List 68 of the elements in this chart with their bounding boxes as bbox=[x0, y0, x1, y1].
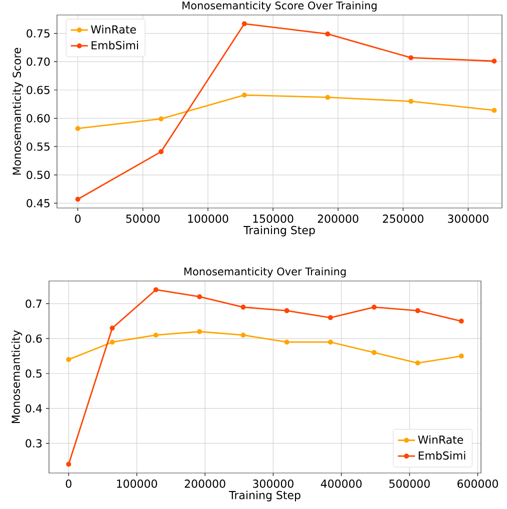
point bbox=[242, 21, 247, 26]
x-axis-title: Training Step bbox=[243, 226, 315, 236]
point bbox=[75, 196, 80, 202]
y-tick-label: 0.3 bbox=[26, 439, 42, 448]
x-axis-title: Training Step bbox=[229, 490, 300, 502]
y-tick-label: 0.5 bbox=[26, 369, 42, 378]
point bbox=[372, 304, 377, 310]
x-tick-label: 0 bbox=[66, 480, 72, 488]
y-tick-label: 0.75 bbox=[26, 29, 50, 38]
point bbox=[415, 360, 420, 366]
y-tick-label: 0.50 bbox=[26, 170, 50, 180]
point bbox=[492, 108, 497, 113]
chart-title: Monosemanticity Score Over Training bbox=[182, 1, 377, 12]
x-tick-label: 200000 bbox=[184, 480, 226, 488]
point bbox=[372, 350, 377, 356]
y-tick-label: 0.65 bbox=[26, 86, 50, 94]
point bbox=[458, 318, 464, 324]
legend-label: EmbSimi bbox=[418, 451, 466, 460]
point bbox=[75, 126, 80, 131]
point bbox=[240, 304, 246, 310]
y-tick-label: 0.70 bbox=[26, 58, 50, 66]
x-tick-label: 100000 bbox=[188, 214, 228, 223]
legend-label: WinRate bbox=[90, 25, 136, 34]
chart-title: Monosemanticity Over Training bbox=[184, 267, 346, 278]
point bbox=[492, 58, 497, 64]
y-tick-label: 0.60 bbox=[26, 114, 50, 122]
x-tick-label: 500000 bbox=[389, 480, 430, 488]
x-tick-label: 200000 bbox=[318, 214, 358, 223]
point bbox=[328, 315, 333, 320]
point bbox=[408, 55, 414, 60]
point bbox=[415, 308, 420, 314]
point bbox=[197, 329, 202, 334]
point bbox=[197, 294, 202, 300]
point bbox=[158, 116, 164, 122]
x-tick-label: 300000 bbox=[448, 214, 488, 223]
point bbox=[66, 357, 72, 362]
x-tick-label: 600000 bbox=[458, 480, 498, 488]
x-tick-label: 50000 bbox=[126, 214, 160, 223]
point bbox=[66, 462, 72, 467]
point bbox=[158, 149, 164, 154]
y-tick-label: 0.45 bbox=[26, 199, 50, 208]
legend-label: WinRate bbox=[418, 435, 464, 444]
y-axis-title: Monosemanticity Score bbox=[12, 48, 24, 175]
point bbox=[328, 340, 333, 345]
point bbox=[153, 287, 158, 292]
point bbox=[408, 98, 414, 104]
x-tick-label: 0 bbox=[75, 214, 81, 223]
point bbox=[325, 31, 330, 36]
x-tick-label: 250000 bbox=[382, 214, 424, 223]
legend-label: EmbSimi bbox=[92, 40, 138, 50]
point bbox=[458, 354, 464, 359]
x-tick-label: 100000 bbox=[117, 480, 158, 488]
point bbox=[325, 94, 330, 100]
y-tick-label: 0.6 bbox=[26, 334, 42, 343]
point bbox=[242, 92, 247, 98]
x-tick-label: 400000 bbox=[320, 480, 362, 488]
point bbox=[153, 332, 158, 338]
point bbox=[284, 340, 290, 345]
point bbox=[284, 308, 290, 314]
point bbox=[110, 326, 115, 331]
point bbox=[240, 332, 246, 338]
x-tick-label: 300000 bbox=[253, 480, 294, 488]
y-tick-label: 0.4 bbox=[26, 404, 42, 413]
y-tick-label: 0.7 bbox=[26, 300, 42, 308]
y-tick-label: 0.55 bbox=[26, 142, 50, 151]
point bbox=[110, 340, 115, 345]
x-tick-label: 150000 bbox=[253, 214, 294, 223]
y-axis-title: Monosemanticity bbox=[11, 330, 22, 423]
